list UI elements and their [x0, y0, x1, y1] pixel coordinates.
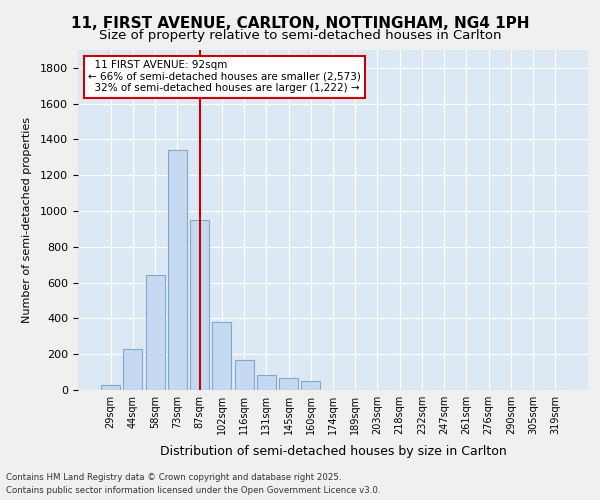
Text: Size of property relative to semi-detached houses in Carlton: Size of property relative to semi-detach… — [99, 29, 501, 42]
Y-axis label: Number of semi-detached properties: Number of semi-detached properties — [22, 117, 32, 323]
Text: 11 FIRST AVENUE: 92sqm
← 66% of semi-detached houses are smaller (2,573)
  32% o: 11 FIRST AVENUE: 92sqm ← 66% of semi-det… — [88, 60, 361, 94]
Bar — [257, 375, 276, 390]
Bar — [301, 381, 320, 390]
Text: Contains HM Land Registry data © Crown copyright and database right 2025.: Contains HM Land Registry data © Crown c… — [6, 474, 341, 482]
Bar — [235, 360, 254, 390]
Bar — [124, 349, 142, 390]
Bar — [101, 384, 120, 390]
Text: 11, FIRST AVENUE, CARLTON, NOTTINGHAM, NG4 1PH: 11, FIRST AVENUE, CARLTON, NOTTINGHAM, N… — [71, 16, 529, 31]
Bar — [212, 322, 231, 390]
Bar — [279, 378, 298, 390]
Bar — [168, 150, 187, 390]
Text: Contains public sector information licensed under the Open Government Licence v3: Contains public sector information licen… — [6, 486, 380, 495]
X-axis label: Distribution of semi-detached houses by size in Carlton: Distribution of semi-detached houses by … — [160, 446, 506, 458]
Bar — [190, 220, 209, 390]
Bar — [146, 274, 164, 390]
